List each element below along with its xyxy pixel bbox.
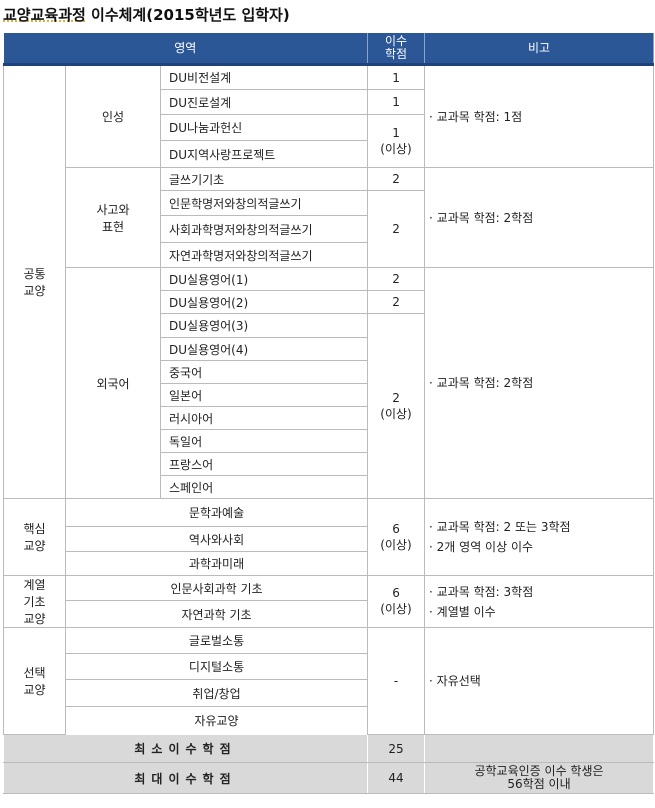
course-name: 취업/창업 xyxy=(64,679,369,707)
course-name: DU실용영어(4) xyxy=(159,337,369,361)
credits: 6 (이상) xyxy=(367,575,426,628)
note-line: · 2개 영역 이상 이수 xyxy=(429,540,534,554)
table-row: 중국어 xyxy=(4,360,654,384)
note: · 자유선택 xyxy=(424,627,654,735)
table-row: DU진로설계 1 xyxy=(4,89,654,115)
total-note: 공학교육인증 이수 학생은 56학점 이내 xyxy=(424,762,654,794)
table-row: DU나눔과헌신 1 (이상) xyxy=(4,114,654,168)
table-row: DU실용영어(2) 2 xyxy=(4,290,654,314)
credits: 1 (이상) xyxy=(367,114,426,168)
course-name: DU지역사랑프로젝트 xyxy=(159,140,369,168)
course-name: DU나눔과헌신 xyxy=(159,114,369,141)
credits: 6 (이상) xyxy=(367,498,426,576)
category-common: 공통 교양 xyxy=(3,64,66,499)
course-name: 과학과미래 xyxy=(64,551,369,576)
note: · 교과목 학점: 3학점 · 계열별 이수 xyxy=(424,575,654,628)
credits: 2 xyxy=(367,167,426,191)
course-name: 프랑스어 xyxy=(159,452,369,476)
table-row: 계열 기초 교양 인문사회과학 기초 6 (이상) · 교과목 학점: 3학점 · 계열… xyxy=(3,575,654,628)
table-row: DU실용영어(3) 2 (이상) xyxy=(4,313,654,499)
course-name: 글로벌소통 xyxy=(64,627,369,654)
table-row: DU실용영어(4) xyxy=(4,337,654,361)
course-name: 인문사회과학 기초 xyxy=(64,575,369,601)
title-main: 교양교육과정 xyxy=(3,6,86,24)
table-row: 스페인어 xyxy=(4,475,654,499)
table-row: 자연과학명저와창의적글쓰기 xyxy=(4,242,654,268)
course-name: 사회과학명저와창의적글쓰기 xyxy=(159,215,369,243)
course-name: 스페인어 xyxy=(159,475,369,499)
course-name: 문학과예술 xyxy=(64,498,369,527)
course-name: 중국어 xyxy=(159,360,369,384)
table-row: 사회과학명저와창의적글쓰기 xyxy=(4,215,654,243)
course-name: 일본어 xyxy=(159,383,369,407)
credits: 2 xyxy=(367,290,426,314)
total-label: 최소이수학점 xyxy=(2,734,369,763)
total-note xyxy=(424,734,654,763)
course-name: DU실용영어(1) xyxy=(159,267,369,291)
table-row: 취업/창업 xyxy=(4,679,654,707)
course-name: 자유교양 xyxy=(64,706,369,735)
credits: - xyxy=(367,627,426,735)
group-note: · 교과목 학점: 1점 xyxy=(424,64,654,168)
category-elective: 선택 교양 xyxy=(3,627,66,735)
group-note: · 교과목 학점: 2학점 xyxy=(424,167,654,268)
table-row: 인문학명저와창의적글쓰기 2 xyxy=(4,190,654,268)
credits: 1 xyxy=(367,64,426,90)
header-area: 영역 xyxy=(3,33,369,66)
course-name: 자연과학명저와창의적글쓰기 xyxy=(159,242,369,268)
course-name: DU진로설계 xyxy=(159,89,369,115)
table-row: 최소이수학점 25 xyxy=(2,734,654,763)
table-row: 외국어 DU실용영어(1) 2 · 교과목 학점: 2학점 xyxy=(4,267,654,499)
group-label: 사고와 표현 xyxy=(65,167,161,268)
table-row: 프랑스어 xyxy=(4,452,654,476)
credits: 1 xyxy=(367,89,426,115)
curriculum-table: 영역 이수 학점 비고 공통 교양 인성 DU비전설계 1 · 교과목 학점: 1점 DU… xyxy=(2,33,654,794)
total-label: 최대이수학점 xyxy=(2,762,369,794)
note-line: · 계열별 이수 xyxy=(429,604,496,619)
table-row: 선택 교양 글로벌소통 - · 자유선택 xyxy=(3,627,654,735)
total-credits: 44 xyxy=(367,762,426,794)
group-note: · 교과목 학점: 2학점 xyxy=(424,267,654,499)
group-label: 인성 xyxy=(65,64,161,168)
table-row: 독일어 xyxy=(4,429,654,453)
table-row: 공통 교양 인성 DU비전설계 1 · 교과목 학점: 1점 xyxy=(3,64,654,499)
table-row: 자연과학 기초 xyxy=(4,600,654,628)
page-title: 교양교육과정 이수체계(2015학년도 입학자) xyxy=(3,4,290,25)
credits: 2 (이상) xyxy=(367,313,426,499)
table-row: 핵심 교양 문학과예술 6 (이상) · 교과목 학점: 2 또는 3학점 · 2개 영… xyxy=(3,498,654,576)
credits: 2 xyxy=(367,267,426,291)
total-credits: 25 xyxy=(367,734,426,763)
credits: 2 xyxy=(367,190,426,268)
table-row: 최대이수학점 44 공학교육인증 이수 학생은 56학점 이내 xyxy=(2,762,654,794)
note: · 교과목 학점: 2 또는 3학점 · 2개 영역 이상 이수 xyxy=(424,498,654,576)
header-note: 비고 xyxy=(424,33,654,66)
group-label: 외국어 xyxy=(65,267,161,499)
title-rest: 이수체계(2015학년도 입학자) xyxy=(85,6,290,24)
course-name: DU비전설계 xyxy=(159,64,369,90)
course-name: 역사와사회 xyxy=(64,526,369,552)
table-row: 자유교양 xyxy=(4,706,654,735)
course-name: 자연과학 기초 xyxy=(64,600,369,628)
course-name: DU실용영어(3) xyxy=(159,313,369,338)
table-row: 사고와 표현 글쓰기기초 2 · 교과목 학점: 2학점 xyxy=(4,167,654,268)
course-name: DU실용영어(2) xyxy=(159,290,369,314)
course-name: 독일어 xyxy=(159,429,369,453)
course-name: 디지털소통 xyxy=(64,653,369,680)
course-name: 러시아어 xyxy=(159,406,369,430)
category-basic: 계열 기초 교양 xyxy=(3,575,66,628)
category-core: 핵심 교양 xyxy=(3,498,66,576)
note-line: · 교과목 학점: 2 또는 3학점 xyxy=(429,520,571,534)
table-row: DU지역사랑프로젝트 xyxy=(4,140,654,168)
course-name: 인문학명저와창의적글쓰기 xyxy=(159,190,369,216)
note-line: · 교과목 학점: 3학점 xyxy=(429,584,534,599)
header-credits: 이수 학점 xyxy=(367,33,426,66)
table-row: 디지털소통 xyxy=(4,653,654,680)
table-row: 역사와사회 xyxy=(4,526,654,552)
course-name: 글쓰기기초 xyxy=(159,167,369,191)
